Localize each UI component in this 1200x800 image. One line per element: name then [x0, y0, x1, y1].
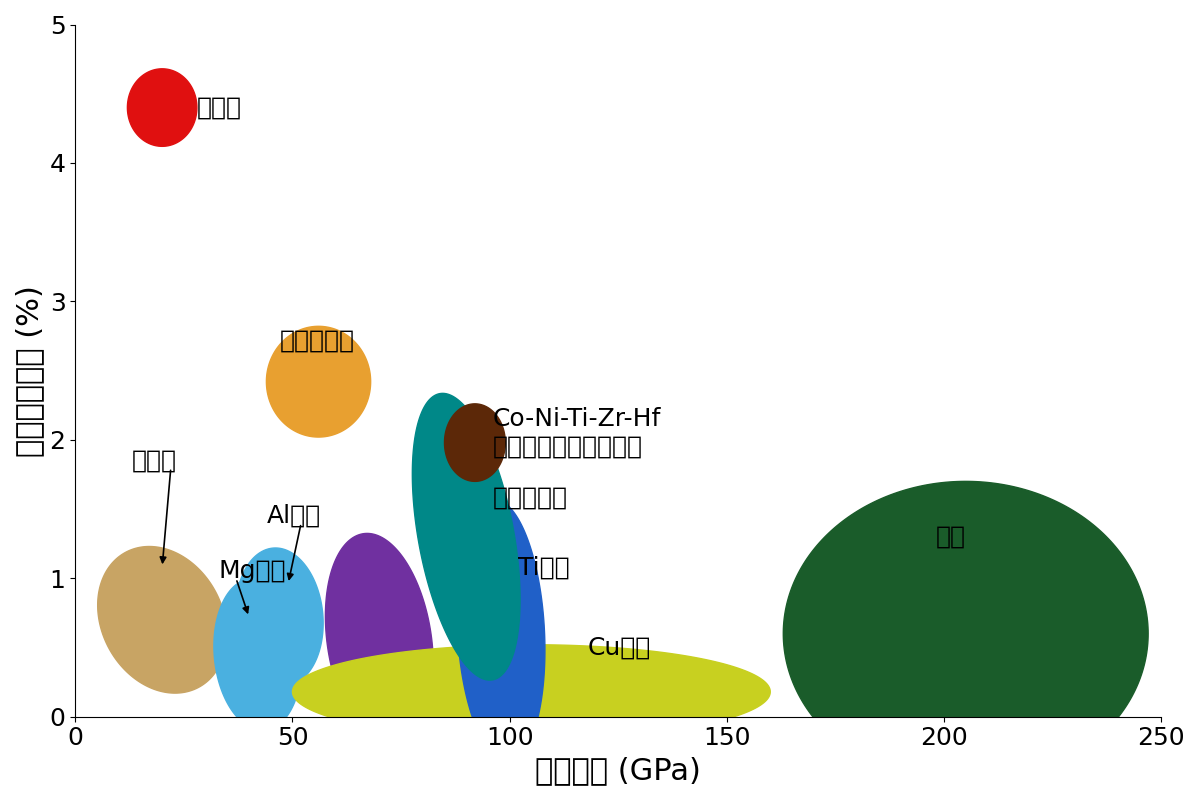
Polygon shape	[444, 404, 505, 482]
Polygon shape	[235, 548, 323, 686]
Text: Ti合金: Ti合金	[518, 555, 570, 579]
Polygon shape	[97, 546, 227, 693]
Polygon shape	[784, 482, 1148, 786]
Text: 生体骨: 生体骨	[132, 449, 176, 473]
Text: Co-Ni-Ti-Zr-Hf
ハイエントロピー合金: Co-Ni-Ti-Zr-Hf ハイエントロピー合金	[492, 407, 661, 459]
Polygon shape	[214, 578, 301, 730]
Polygon shape	[325, 534, 433, 748]
Polygon shape	[413, 394, 520, 680]
Text: 本合金: 本合金	[197, 95, 242, 119]
Polygon shape	[293, 645, 770, 739]
Text: Al合金: Al合金	[266, 504, 320, 528]
Text: Cu合金: Cu合金	[588, 635, 652, 659]
Text: 金属ガラス: 金属ガラス	[492, 486, 568, 510]
Text: 鉄鈗: 鉄鈗	[935, 525, 965, 549]
Polygon shape	[266, 326, 371, 437]
Polygon shape	[457, 499, 545, 762]
X-axis label: ヤング率 (GPa): ヤング率 (GPa)	[535, 756, 701, 785]
Text: Mg合金: Mg合金	[218, 559, 286, 583]
Y-axis label: 弾性歪み限界 (%): 弾性歪み限界 (%)	[14, 285, 44, 457]
Polygon shape	[127, 69, 197, 146]
Text: ゴムメタル: ゴムメタル	[280, 328, 354, 352]
